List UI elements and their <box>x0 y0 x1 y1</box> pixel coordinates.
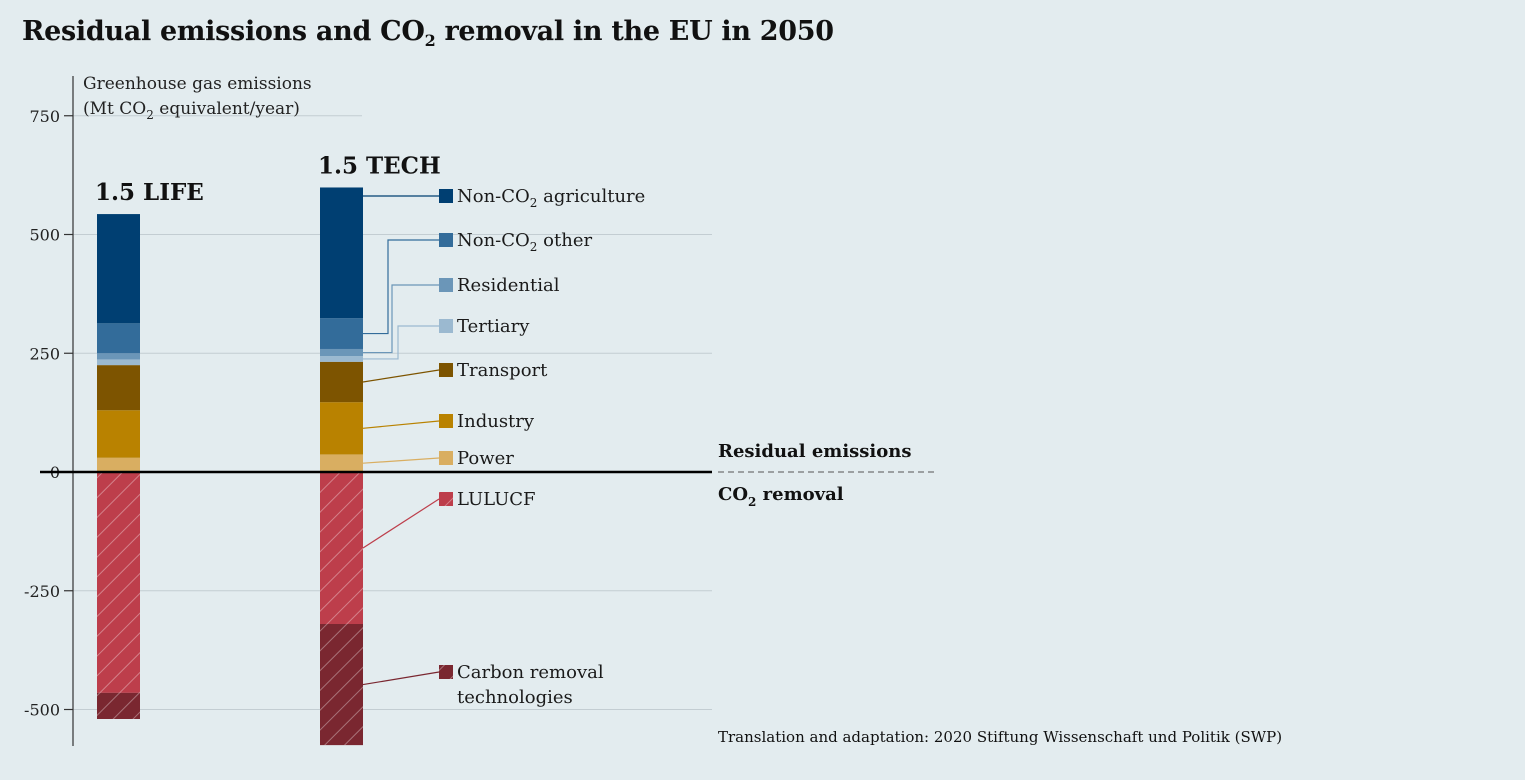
legend-label-pow: Power <box>457 448 514 469</box>
legend-label-agri: Non-CO2 agriculture <box>457 186 645 210</box>
legend-label-ind: Industry <box>457 411 535 432</box>
legend-label-res: Residential <box>457 275 560 296</box>
y-tick-label: -500 <box>24 701 60 720</box>
legend-swatch-ind <box>439 414 453 428</box>
legend: Non-CO2 agriculture Non-CO2 other Resident… <box>362 186 645 708</box>
legend-label-ter: Tertiary <box>457 316 530 337</box>
y-tick-label: 750 <box>29 107 60 126</box>
bar-industry <box>320 402 363 455</box>
bar-residential <box>320 348 363 357</box>
legend-swatch-other <box>439 233 453 247</box>
gridlines <box>73 115 712 710</box>
legend-leader-trans <box>362 369 440 383</box>
scenario-label: 1.5 TECH <box>318 152 441 179</box>
bar-tertiary <box>320 356 363 362</box>
bars <box>97 187 363 746</box>
legend-swatch-pow <box>439 451 453 465</box>
bar-tertiary <box>97 359 140 366</box>
legend-leader-lulucf <box>362 498 440 549</box>
title-sub: 2 <box>424 31 436 50</box>
legend-leader-crt <box>362 671 440 686</box>
bar-hatch-lulucf <box>320 472 363 624</box>
title-main: Residual emissions and CO <box>22 16 425 47</box>
chart-title: Residual emissions and CO2 removal in th… <box>22 16 834 50</box>
bar-power <box>97 457 140 472</box>
legend-label-lulucf: LULUCF <box>457 489 536 510</box>
y-axis-label-line1: Greenhouse gas emissions <box>83 74 312 94</box>
bar-non-co2-other <box>320 318 363 349</box>
legend-swatch-agri <box>439 189 453 203</box>
scenario-labels: 1.5 LIFE 1.5 TECH <box>95 152 441 206</box>
legend-swatch-hatch <box>439 492 453 506</box>
y-axis: 7505002500-250-500 <box>24 76 74 746</box>
y-tick-label: -250 <box>24 582 60 601</box>
legend-leader-res <box>363 284 439 354</box>
legend-leader-other <box>363 239 439 335</box>
title-rest: removal in the EU in 2050 <box>435 16 835 47</box>
co2-removal-label: CO2 removal <box>718 484 844 509</box>
bar-residential <box>97 353 140 360</box>
bar-hatch-carbon-removal-technologies <box>320 624 363 746</box>
y-tick-label: 500 <box>29 226 60 245</box>
scenario-label: 1.5 LIFE <box>95 179 204 206</box>
legend-label-crt: Carbon removal <box>457 662 604 683</box>
bar-transport <box>320 361 363 403</box>
bar-hatch-carbon-removal-technologies <box>97 692 140 719</box>
legend-label-other: Non-CO2 other <box>457 230 592 254</box>
legend-label-crt-line2: technologies <box>457 687 573 708</box>
y-tick-label: 250 <box>29 344 60 363</box>
legend-label-trans: Transport <box>457 360 548 381</box>
legend-leader-pow <box>362 457 440 464</box>
bar-transport <box>97 365 140 411</box>
legend-leader-ind <box>362 420 440 429</box>
bar-non-co2-other <box>97 323 140 354</box>
bar-non-co2-agriculture <box>320 187 363 319</box>
residual-emissions-label: Residual emissions <box>718 441 912 462</box>
bar-non-co2-agriculture <box>97 214 140 324</box>
legend-swatch-ter <box>439 319 453 333</box>
source-note: Translation and adaptation: 2020 Stiftun… <box>718 728 1282 746</box>
bar-hatch-lulucf <box>97 472 140 693</box>
legend-swatch-hatch <box>439 665 453 679</box>
legend-leader-ter <box>363 325 439 360</box>
bar-power <box>320 454 363 472</box>
legend-swatch-trans <box>439 363 453 377</box>
y-axis-label-line2: (Mt CO2 equivalent/year) <box>83 99 300 122</box>
legend-swatch-res <box>439 278 453 292</box>
bar-industry <box>97 410 140 458</box>
